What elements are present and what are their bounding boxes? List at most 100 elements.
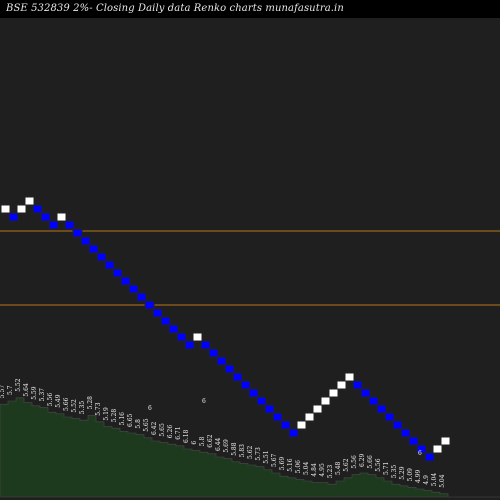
up-brick (56, 212, 67, 222)
volume-label: 5.65 (143, 418, 150, 432)
volume-label: 5.8 (135, 419, 142, 429)
volume-label: 5.56 (375, 458, 382, 472)
down-brick (40, 212, 51, 222)
volume-label: 4.84 (311, 463, 318, 477)
volume-label: 5.66 (367, 455, 374, 469)
volume-label: 5.59 (31, 386, 38, 400)
down-brick (408, 436, 419, 446)
volume-label: 5.83 (239, 444, 246, 458)
volume-label: 5.64 (23, 383, 30, 397)
down-brick (376, 404, 387, 414)
volume-label: 5.51 (263, 450, 270, 463)
up-brick (16, 204, 27, 214)
up-brick (320, 396, 331, 406)
volume-label: 5.49 (55, 394, 62, 408)
down-brick (48, 220, 59, 230)
down-brick (32, 204, 43, 214)
down-brick (240, 380, 251, 390)
volume-label: 5.48 (335, 461, 342, 475)
down-brick (200, 340, 211, 350)
volume-label: 5.23 (327, 465, 334, 479)
volume-label: 5.56 (351, 455, 358, 469)
volume-label: 5.04 (303, 461, 310, 475)
volume-extra-label: 6 (148, 405, 152, 412)
volume-label: 4.95 (319, 463, 326, 477)
up-brick (192, 332, 203, 342)
volume-area (0, 397, 500, 498)
down-brick (360, 388, 371, 398)
down-brick (280, 420, 291, 430)
volume-label: 5.52 (15, 378, 22, 392)
down-brick (96, 252, 107, 262)
volume-label: 5.62 (343, 458, 350, 472)
volume-label: 4.9 (423, 475, 430, 485)
down-brick (104, 260, 115, 270)
volume-label: 5.69 (223, 439, 230, 453)
up-brick (336, 380, 347, 390)
volume-label: 5.8 (199, 436, 206, 446)
volume-label: 4.99 (415, 469, 422, 483)
down-brick (120, 276, 131, 286)
down-brick (72, 228, 83, 238)
volume-label: 5.28 (87, 396, 94, 410)
down-brick (80, 236, 91, 246)
down-brick (368, 396, 379, 406)
down-brick (112, 268, 123, 278)
volume-label: 5.73 (95, 402, 102, 416)
volume-label: 5.52 (71, 399, 78, 413)
volume-label: 5.28 (111, 409, 118, 423)
down-brick (88, 244, 99, 254)
down-brick (152, 308, 163, 318)
volume-label: 6.71 (175, 426, 182, 439)
volume-label: 5.57 (0, 385, 6, 399)
volume-extra-label: 6 (202, 398, 206, 405)
down-brick (160, 316, 171, 326)
volume-label: 5.35 (79, 401, 86, 415)
volume-label: 5.35 (391, 465, 398, 479)
volume-label: 6.29 (359, 453, 366, 467)
down-brick (248, 388, 259, 398)
volume-label: 6.26 (167, 425, 174, 439)
down-brick (136, 292, 147, 302)
down-brick (272, 412, 283, 422)
up-brick (432, 444, 443, 454)
down-brick (216, 356, 227, 366)
up-brick (24, 196, 35, 206)
volume-extra-label: 6 (418, 450, 422, 457)
volume-label: 5.37 (39, 388, 46, 402)
down-brick (424, 452, 435, 462)
down-brick (264, 404, 275, 414)
down-brick (128, 284, 139, 294)
up-brick (312, 404, 323, 414)
volume-label: 6.62 (207, 434, 214, 448)
up-brick (328, 388, 339, 398)
volume-label: 5.09 (407, 468, 414, 482)
volume-label: 5.06 (295, 460, 302, 474)
volume-label: 6.44 (215, 437, 222, 451)
volume-label: 5.73 (255, 447, 262, 461)
volume-label: 5.56 (47, 393, 54, 407)
volume-label: 5.16 (119, 412, 126, 426)
volume-label: 6.42 (151, 421, 158, 435)
down-brick (64, 220, 75, 230)
down-brick (168, 324, 179, 334)
volume-label: 5.19 (103, 407, 110, 421)
down-brick (144, 300, 155, 310)
down-brick (232, 372, 243, 382)
down-brick (224, 364, 235, 374)
volume-label: 5.67 (271, 453, 278, 467)
volume-label: 5.88 (231, 442, 238, 456)
down-brick (400, 428, 411, 438)
down-brick (256, 396, 267, 406)
down-brick (392, 420, 403, 430)
volume-label: 5.65 (159, 423, 166, 437)
chart-title: BSE 532839 2%- Closing Daily data Renko … (6, 3, 344, 14)
volume-label: 5.62 (247, 445, 254, 459)
volume-label: 5.04 (431, 473, 438, 487)
chart-panel (0, 18, 500, 500)
volume-label: 5.71 (383, 462, 390, 475)
up-brick (344, 372, 355, 382)
up-brick (0, 204, 11, 214)
up-brick (440, 436, 451, 446)
